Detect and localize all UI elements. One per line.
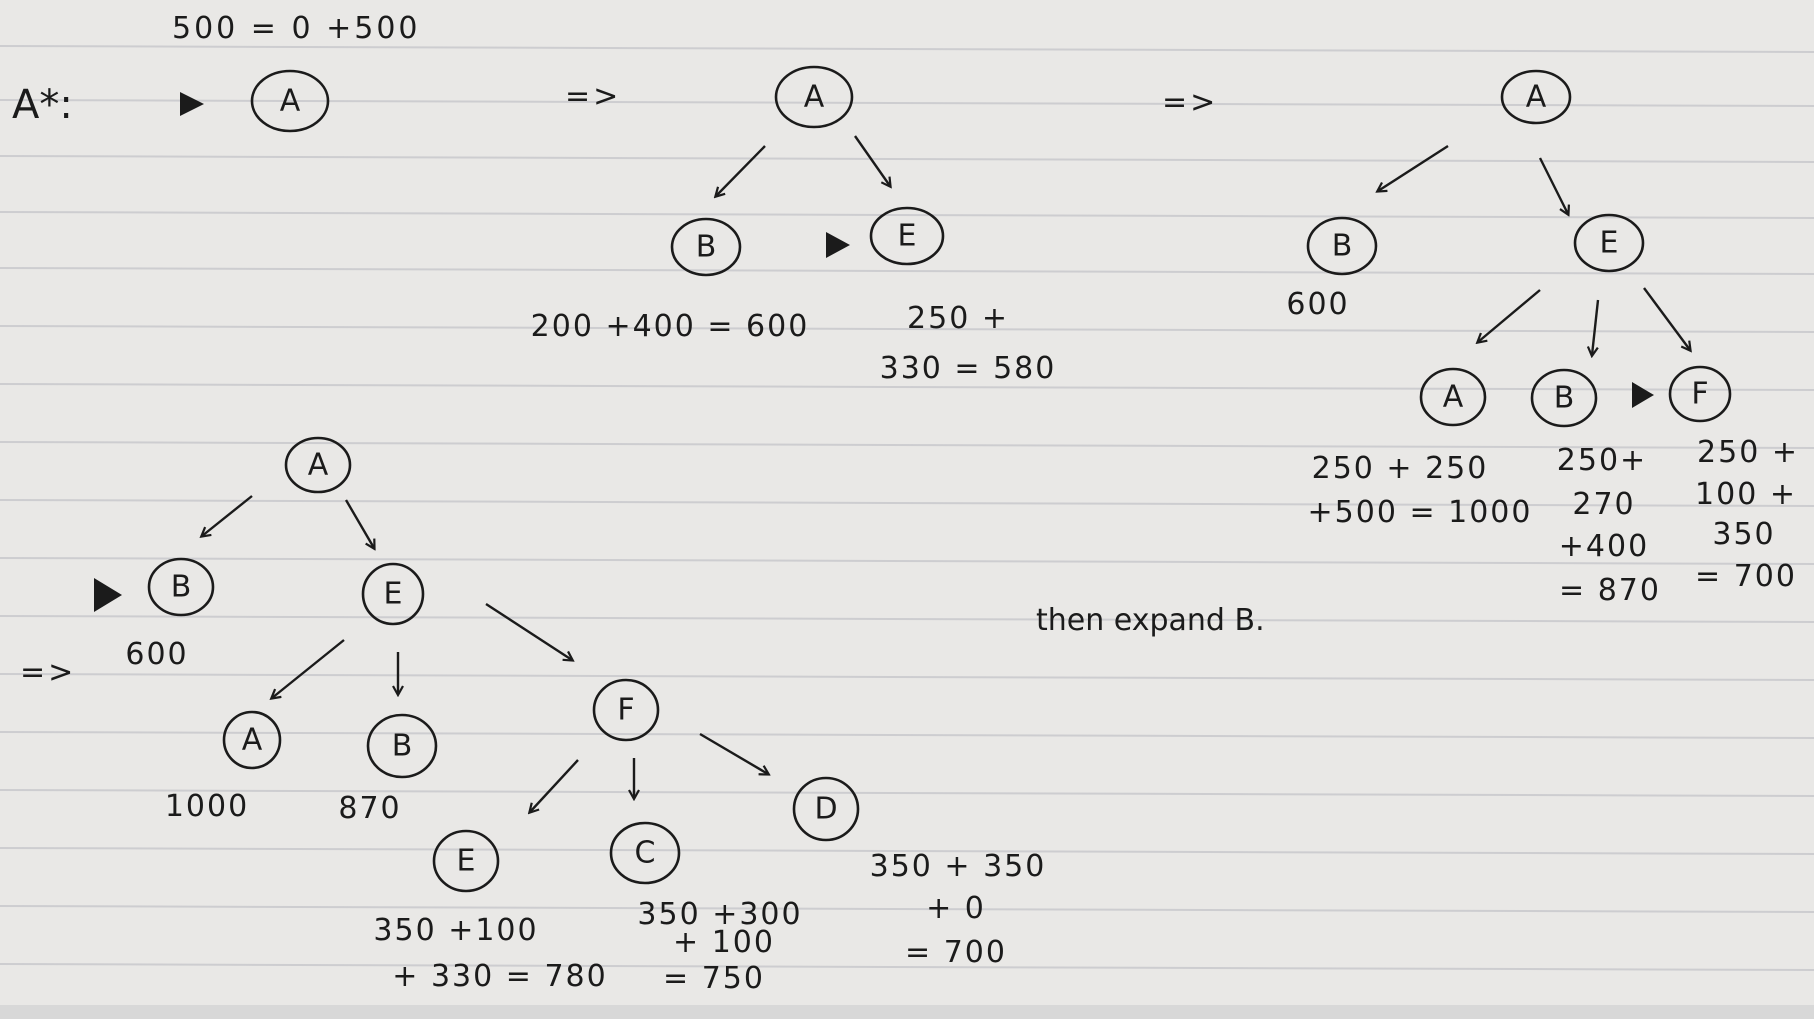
node-f: F — [617, 693, 634, 728]
current-node-marker — [180, 92, 204, 116]
edge-arrow — [202, 495, 253, 536]
node-b: B — [1554, 381, 1575, 416]
cost-label: 350 + 350 — [870, 849, 1047, 884]
node-circle — [361, 562, 425, 626]
node-circle — [592, 678, 660, 742]
node-circle — [609, 821, 681, 885]
node-circle — [1573, 213, 1645, 273]
edge-arrow — [854, 135, 890, 186]
cost-label: 870 — [338, 791, 401, 826]
cost-label: + 100 — [673, 925, 775, 960]
node-a: A — [242, 723, 263, 758]
node-e: E — [457, 844, 476, 879]
node-circle — [1419, 367, 1487, 427]
cost-label: 350 +300 — [637, 897, 802, 932]
cost-label: +400 — [1559, 529, 1649, 564]
edge-arrow — [344, 499, 374, 548]
node-circle — [774, 65, 854, 129]
cost-label: + 0 — [926, 891, 986, 926]
node-circle — [1668, 365, 1732, 423]
edge-arrow — [1643, 287, 1690, 350]
cost-label: = 870 — [1559, 573, 1661, 608]
cost-label: 330 = 580 — [880, 351, 1057, 386]
current-node-marker — [1632, 382, 1654, 408]
node-circle — [1306, 216, 1378, 276]
edge-arrow — [1592, 299, 1600, 355]
cost-label: 600 — [125, 637, 188, 672]
node-circle — [147, 557, 215, 617]
node-a: A — [308, 448, 329, 483]
edge-arrow — [1378, 144, 1449, 191]
edge-arrow — [485, 602, 572, 660]
cost-label: 600 — [1286, 287, 1349, 322]
node-b: B — [1332, 229, 1353, 264]
edge-arrow — [530, 759, 579, 812]
cost-label: 250 + 250 — [1312, 451, 1489, 486]
cost-label: 350 — [1712, 517, 1775, 552]
node-circle — [432, 829, 500, 893]
step4-tree: A B 600 E A 1000 B 870 F E C D 350 +100 … — [94, 436, 1047, 996]
implies-arrow: => — [20, 655, 76, 690]
cost-label: 200 +400 = 600 — [531, 309, 810, 344]
current-node-marker — [94, 578, 122, 612]
ruled-lines — [0, 45, 1814, 971]
node-f: F — [1691, 377, 1708, 412]
edge-arrow — [699, 732, 768, 774]
cost-label: 270 — [1572, 487, 1635, 522]
cost-label: 250 + — [1697, 435, 1799, 470]
node-circle — [792, 776, 860, 842]
step1-tree: A — [180, 69, 330, 133]
node-a: A — [804, 80, 825, 115]
cost-label: 250+ — [1557, 443, 1647, 478]
step3-tree: A B 600 E A B F 250 + 250 +500 = 1000 25… — [1286, 69, 1799, 608]
implies-arrow: => — [1162, 85, 1218, 120]
cost-label: +500 = 1000 — [1308, 495, 1533, 530]
node-e: E — [384, 577, 403, 612]
implies-arrow: => — [565, 79, 621, 114]
node-circle — [869, 206, 945, 266]
node-circle — [284, 436, 352, 494]
edge-arrow — [1538, 157, 1568, 214]
node-c: C — [635, 836, 656, 871]
node-b: B — [171, 570, 192, 605]
expand-note: then expand B. — [1036, 603, 1265, 638]
cost-label: 1000 — [165, 789, 249, 824]
node-circle — [366, 713, 438, 779]
node-e: E — [1600, 226, 1619, 261]
node-circle — [670, 217, 742, 277]
current-node-marker — [826, 232, 850, 258]
edge-arrow — [716, 145, 766, 196]
node-circle — [1530, 368, 1598, 428]
page-bottom-edge — [0, 1005, 1814, 1019]
node-a: A — [280, 84, 301, 119]
cost-label: = 700 — [1695, 559, 1797, 594]
node-circle — [250, 69, 330, 133]
cost-label: + 330 = 780 — [392, 959, 607, 994]
algorithm-name: A*: — [12, 82, 73, 128]
heuristic-formula: 500 = 0 +500 — [172, 11, 421, 46]
node-a: A — [1526, 80, 1547, 115]
edge-arrow — [1478, 289, 1541, 342]
node-e: E — [898, 219, 917, 254]
step2-tree: A B E 200 +400 = 600 250 + 330 = 580 — [531, 65, 1057, 386]
cost-label: = 750 — [663, 961, 765, 996]
node-circle — [222, 710, 282, 770]
node-b: B — [696, 230, 717, 265]
edge-arrow — [272, 639, 345, 698]
node-d: D — [814, 792, 837, 827]
cost-label: 250 + — [907, 301, 1009, 336]
node-b: B — [392, 729, 413, 764]
cost-label: = 700 — [905, 935, 1007, 970]
node-circle — [1500, 69, 1572, 125]
node-a: A — [1443, 380, 1464, 415]
cost-label: 100 + — [1695, 477, 1797, 512]
cost-label: 350 +100 — [373, 913, 538, 948]
